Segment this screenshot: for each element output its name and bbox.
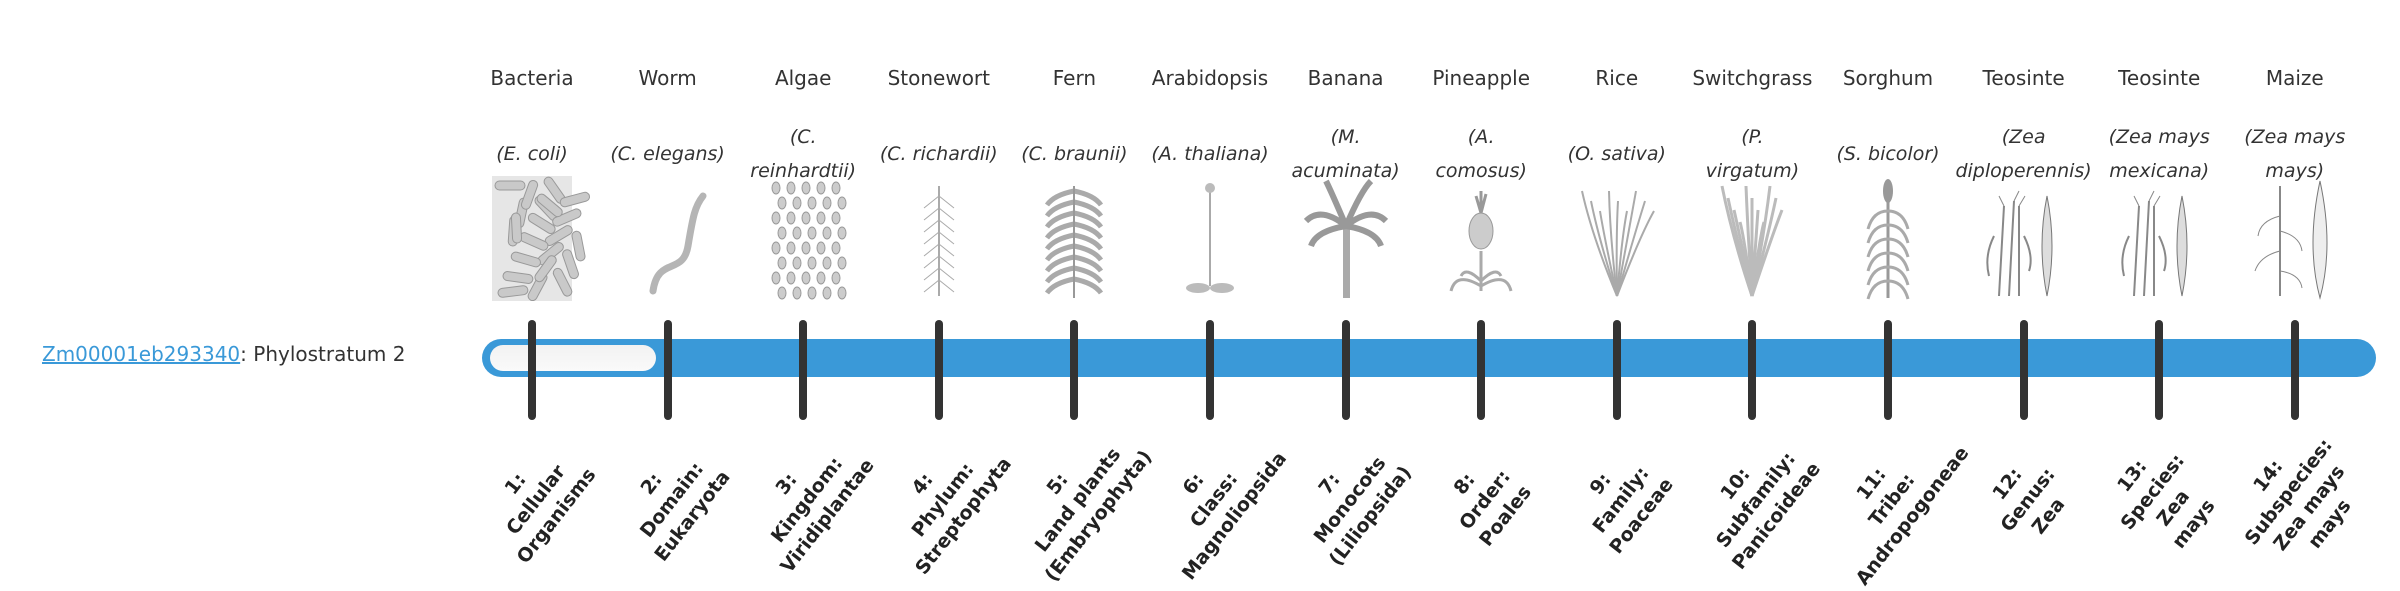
- algae-cells-illustration: [771, 181, 847, 300]
- phylostratum-tick: [1206, 320, 1214, 420]
- fern-illustration: [1045, 186, 1104, 298]
- organism-species-name: (O. sativa): [1567, 143, 1666, 165]
- teosinte-illustration: [1985, 190, 2053, 297]
- gene-id-link[interactable]: Zm00001eb293340: [42, 342, 241, 366]
- taxonomic-rank-label: 13: Species: Zea mays: [2113, 449, 2220, 553]
- bar-unfilled-segment: [490, 345, 656, 371]
- phylostratum-tick: [1341, 320, 1350, 420]
- phylostratum-tick: [2155, 320, 2164, 420]
- fern-icon: [999, 176, 1149, 301]
- organism-common-name: Banana: [1307, 66, 1384, 90]
- organism-species-name: (E. coli): [496, 143, 568, 165]
- organism-common-name: Switchgrass: [1692, 66, 1813, 90]
- organism-common-name: Arabidopsis: [1151, 66, 1269, 90]
- organism-common-name: Sorghum: [1842, 66, 1934, 90]
- organism-species-name: (C. braunii): [1021, 143, 1128, 165]
- maize-icon: [2220, 176, 2370, 301]
- teosinte-icon: [2084, 176, 2234, 301]
- organism-common-name: Algae: [774, 66, 832, 90]
- sorghum-icon: [1813, 176, 1963, 301]
- pineapple-illustration: [1449, 191, 1513, 292]
- taxonomic-rank-label: 7: Monocots (Liliopsida): [1309, 452, 1416, 571]
- organism-common-name: Stonewort: [887, 66, 990, 90]
- organism-species-name: (C. reinhardtii): [750, 126, 857, 182]
- phylostratum-tick: [1070, 320, 1079, 420]
- taxonomic-rank-label: 9: Family: Poaceae: [1585, 462, 1678, 559]
- phylostratum-tick: [934, 320, 943, 420]
- taxonomic-rank-label: 3: Kingdom: Viridiplantae: [766, 452, 879, 578]
- arabidopsis-icon: [1135, 176, 1285, 301]
- phylostratum-tick: [2019, 320, 2028, 420]
- phylostratum-bar: [482, 339, 2376, 377]
- organism-common-name: Maize: [2265, 66, 2324, 90]
- taxonomic-rank-label: 2: Domain: Eukaryota: [635, 458, 735, 566]
- organism-common-name: Teosinte: [1982, 66, 2065, 90]
- taxonomic-rank-label: 14: Subspecies: Zea mays mays: [2240, 434, 2356, 555]
- organism-common-name: Fern: [1052, 66, 1097, 90]
- phylostratum-tick: [663, 320, 672, 420]
- phylostratum-text: : Phylostratum 2: [240, 342, 406, 366]
- banana-tree-icon: [1271, 176, 1421, 301]
- bacteria-rods-icon: [457, 176, 607, 302]
- organism-species-name: (Zea diploperennis): [1955, 126, 2092, 182]
- gene-phylostratum-label: Zm00001eb293340: Phylostratum 2: [42, 342, 405, 366]
- organism-common-name: Teosinte: [2118, 66, 2201, 90]
- sorghum-illustration: [1866, 179, 1910, 300]
- taxonomic-rank-label: 1: Cellular Organisms: [500, 460, 601, 568]
- organism-species-name: (S. bicolor): [1836, 143, 1940, 165]
- worm-illustration: [649, 192, 707, 295]
- banana-tree-illustration: [1303, 178, 1388, 298]
- phylostratum-tick: [1748, 320, 1757, 420]
- organism-common-name: Worm: [638, 66, 697, 90]
- teosinte-illustration: [2121, 190, 2188, 297]
- organism-species-name: (A. comosus): [1435, 126, 1527, 182]
- organism-species-name: (M. acuminata): [1291, 126, 1400, 182]
- phylostratum-tick: [528, 320, 536, 420]
- taxonomic-rank-label: 10: Subfamily: Panicoideae: [1712, 448, 1826, 574]
- arabidopsis-illustration: [1186, 183, 1234, 293]
- switchgrass-icon: [1677, 176, 1827, 301]
- taxonomic-rank-label: 6: Class: Magnoliopsida: [1177, 447, 1292, 585]
- phylostratum-tick: [2290, 320, 2299, 420]
- algae-cells-icon: [728, 176, 878, 301]
- organism-species-name: (A. thaliana): [1151, 143, 1269, 165]
- stonewort-illustration: [923, 186, 955, 296]
- organism-species-name: (Zea mays mays): [2244, 126, 2346, 182]
- phylostratum-tick: [799, 320, 808, 420]
- organism-species-name: (C. elegans): [610, 143, 725, 165]
- taxonomic-rank-label: 5: Land plants (Embryophyta): [1031, 443, 1157, 586]
- organism-species-name: (C. richardii): [879, 143, 998, 165]
- rice-illustration: [1580, 190, 1655, 297]
- phylostratum-tick: [1612, 320, 1621, 420]
- bacteria-rods-illustration: [492, 176, 591, 302]
- organism-common-name: Rice: [1595, 66, 1639, 90]
- taxonomic-rank-label: 11: Tribe: Andropogoneae: [1851, 442, 1974, 590]
- rice-icon: [1542, 176, 1692, 301]
- taxonomic-rank-label: 4: Phylum: Streptophyta: [907, 453, 1016, 579]
- pineapple-icon: [1406, 176, 1556, 301]
- stonewort-icon: [864, 176, 1014, 301]
- maize-illustration: [2254, 180, 2328, 300]
- switchgrass-illustration: [1720, 185, 1784, 297]
- organism-common-name: Pineapple: [1432, 66, 1531, 90]
- taxonomic-rank-label: 12: Genus: Zea: [1987, 463, 2069, 539]
- organism-species-name: (P. virgatum): [1705, 126, 1800, 182]
- phylostratum-tick: [1884, 320, 1892, 420]
- organism-common-name: Bacteria: [490, 66, 574, 90]
- worm-icon: [593, 176, 743, 301]
- teosinte-icon: [1949, 176, 2099, 301]
- taxonomic-rank-label: 8: Order: Poales: [1449, 466, 1537, 551]
- organism-species-name: (Zea mays mexicana): [2108, 126, 2210, 182]
- phylostratum-tick: [1477, 320, 1486, 420]
